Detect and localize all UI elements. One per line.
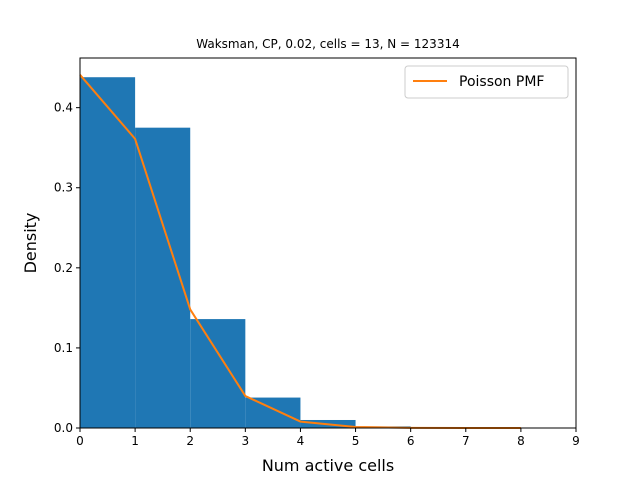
y-axis-ticks: 0.0 0.1 0.2 0.3 0.4 [54,101,80,435]
plot-frame [79,57,577,429]
x-tick-label: 5 [352,434,360,448]
x-tick-label: 1 [131,434,139,448]
x-tick-label: 9 [572,434,580,448]
legend-label-poisson-pmf: Poisson PMF [459,74,544,90]
histogram-bar-1 [135,127,191,428]
histogram-bar-0 [80,77,136,429]
y-tick-label: 0.2 [54,261,73,275]
y-tick-label: 0.0 [54,421,73,435]
chart-title: Waksman, CP, 0.02, cells = 13, N = 12331… [196,37,459,51]
x-tick-label: 8 [517,434,525,448]
histogram-bar-2 [190,319,246,428]
x-tick-label: 0 [76,434,84,448]
x-tick-label: 4 [297,434,305,448]
y-axis-label: Density [21,213,40,274]
y-tick-label: 0.4 [54,101,73,115]
x-tick-label: 7 [462,434,470,448]
legend: Poisson PMF [404,65,569,99]
x-tick-label: 6 [407,434,415,448]
histogram-bars [80,77,521,429]
x-tick-label: 2 [186,434,194,448]
x-tick-label: 3 [242,434,250,448]
legend-box [404,65,569,99]
histogram-bar-3 [245,397,301,428]
y-tick-label: 0.1 [54,341,73,355]
x-axis-label: Num active cells [262,456,394,475]
y-tick-label: 0.3 [54,181,73,195]
x-axis-ticks: 0 1 2 3 4 5 6 7 8 9 [76,428,580,448]
